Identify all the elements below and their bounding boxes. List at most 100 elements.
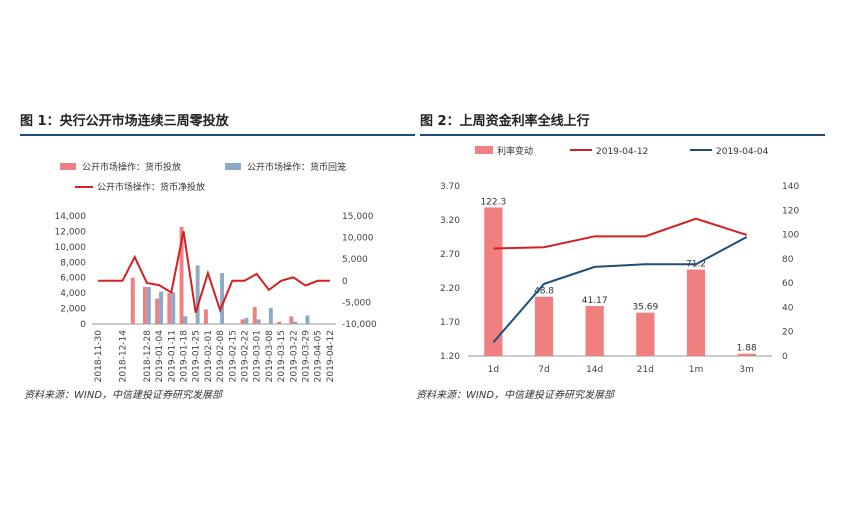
y-left-tick-label: 2.70: [440, 250, 460, 260]
bar-withdrawal: [220, 273, 225, 324]
y-left-tick-label: 6,000: [60, 274, 86, 284]
legend-label: 2019-04-04: [716, 147, 769, 157]
bar-data-label: 48.8: [534, 287, 554, 297]
x-tick-label: 2019-03-15: [277, 330, 287, 382]
y-left-tick-label: 3.70: [440, 182, 460, 192]
x-tick-label: 2019-02-15: [228, 330, 238, 382]
y-right-tick-label: 5,000: [342, 255, 368, 265]
x-tick-label: 2019-02-22: [241, 330, 251, 382]
y-left-tick-label: 0: [80, 320, 86, 330]
bar-investment: [240, 319, 245, 324]
bar-withdrawal: [146, 286, 151, 324]
bar-data-label: 1.88: [737, 344, 757, 354]
x-tick-label: 2019-01-25: [192, 330, 202, 382]
bar-data-label: 122.3: [480, 197, 506, 207]
y-right-tick-label: 100: [782, 231, 799, 241]
bar-investment: [289, 316, 294, 324]
bar-investment: [277, 321, 282, 324]
y-left-tick-label: 1.20: [440, 352, 460, 362]
x-tick-label: 2019-03-01: [253, 330, 263, 382]
bar-rate-change: [737, 353, 756, 356]
bar-withdrawal: [171, 292, 176, 324]
chart-2: 利率变动 2019-04-12 2019-04-04 1.20 1.70 2.20 2.70…: [440, 145, 799, 375]
bar-withdrawal: [159, 291, 164, 324]
x-tick-label: 2019-01-11: [167, 330, 177, 382]
line-net-investment: [98, 230, 330, 314]
line-2019-04-12: [493, 217, 747, 250]
bar-withdrawal: [183, 316, 188, 324]
x-tick-label: 2019-01-18: [180, 330, 190, 383]
bar-rate-change: [484, 207, 503, 356]
bar-rate-change: [534, 296, 554, 356]
x-tick-label: 14d: [586, 365, 603, 375]
bar-data-label: 41.17: [582, 296, 608, 306]
x-tick-label: 2019-01-04: [155, 330, 165, 383]
y-right-tick-label: 10,000: [342, 234, 374, 244]
y-right-tick-label: 0: [782, 352, 788, 362]
y-left-tick-label: 4,000: [60, 289, 86, 299]
bar-investment: [179, 226, 184, 324]
y-left-tick-label: 12,000: [55, 227, 87, 237]
x-tick-label: 2019-03-22: [289, 330, 299, 382]
figure-1: 图 1：央行公开市场连续三周零投放 公开市场操作：货币投放 公开市场操作：货币回笼…: [20, 112, 415, 401]
x-tick-label: 2018-12-14: [119, 330, 129, 383]
figure-1-title: 图 1：央行公开市场连续三周零投放: [20, 114, 229, 129]
bar-investment: [130, 277, 135, 324]
bar-investment: [155, 298, 160, 324]
legend-label: 公开市场操作：货币净投放: [97, 181, 205, 193]
x-tick-label: 2018-12-28: [143, 330, 153, 383]
y-right-tick-label: 60: [782, 279, 794, 289]
y-left-tick-label: 1.70: [440, 318, 460, 328]
y-right-tick-label: 40: [782, 303, 794, 313]
y-right-tick-label: -10,000: [342, 320, 377, 330]
y-right-tick-label: 80: [782, 255, 794, 265]
bar-withdrawal: [195, 265, 200, 324]
legend-label: 2019-04-12: [596, 147, 648, 157]
legend-swatch: [60, 163, 76, 170]
bar-withdrawal: [256, 319, 261, 324]
figure-2-title: 图 2：上周资金利率全线上行: [420, 114, 590, 129]
figure-1-source: 资料来源：WIND，中信建投证券研究发展部: [24, 390, 223, 401]
bar-withdrawal: [268, 307, 273, 324]
y-left-tick-label: 2,000: [60, 305, 86, 315]
x-tick-label: 2019-04-12: [326, 330, 336, 382]
bar-rate-change: [585, 306, 604, 356]
y-left-tick-label: 10,000: [55, 243, 87, 253]
y-right-tick-label: 0: [342, 277, 348, 287]
figure-2: 图 2：上周资金利率全线上行 利率变动 2019-04-12 2019-04-04 1…: [416, 112, 825, 401]
x-tick-label: 2018-11-30: [94, 330, 104, 383]
legend-label: 利率变动: [497, 145, 533, 157]
x-tick-label: 2019-02-01: [204, 330, 214, 382]
y-left-tick-label: 14,000: [55, 212, 87, 222]
x-tick-label: 21d: [637, 365, 654, 375]
bar-investment: [203, 309, 208, 324]
figure-1-rule: [20, 134, 415, 136]
x-tick-label: 7d: [538, 365, 549, 375]
x-tick-label: 3m: [739, 365, 754, 375]
x-tick-label: 2019-02-08: [216, 330, 226, 383]
y-right-tick-label: 140: [782, 182, 799, 192]
bar-investment: [167, 293, 172, 324]
y-left-tick-label: 8,000: [60, 258, 86, 268]
y-right-tick-label: 15,000: [342, 212, 374, 222]
x-tick-label: 2019-04-05: [314, 330, 324, 382]
y-right-tick-label: 120: [782, 206, 799, 216]
x-tick-label: 2019-03-29: [302, 330, 312, 383]
bar-investment: [252, 307, 257, 324]
bar-rate-change: [686, 269, 706, 356]
legend-swatch: [225, 163, 241, 170]
y-left-tick-label: 2.20: [440, 284, 460, 294]
legend-label: 公开市场操作：货币回笼: [247, 161, 346, 173]
bar-withdrawal: [244, 317, 249, 324]
y-left-tick-label: 3.20: [440, 216, 460, 226]
legend-swatch: [475, 146, 493, 154]
legend-label: 公开市场操作：货币投放: [82, 161, 181, 173]
bar-data-label: 35.69: [632, 303, 658, 313]
y-right-tick-label: 20: [782, 328, 794, 338]
line-2019-04-04: [492, 236, 748, 344]
x-tick-label: 2019-03-08: [265, 330, 275, 383]
bar-investment: [142, 286, 147, 324]
bar-rate-change: [636, 312, 655, 356]
figure-2-rule: [420, 134, 825, 136]
